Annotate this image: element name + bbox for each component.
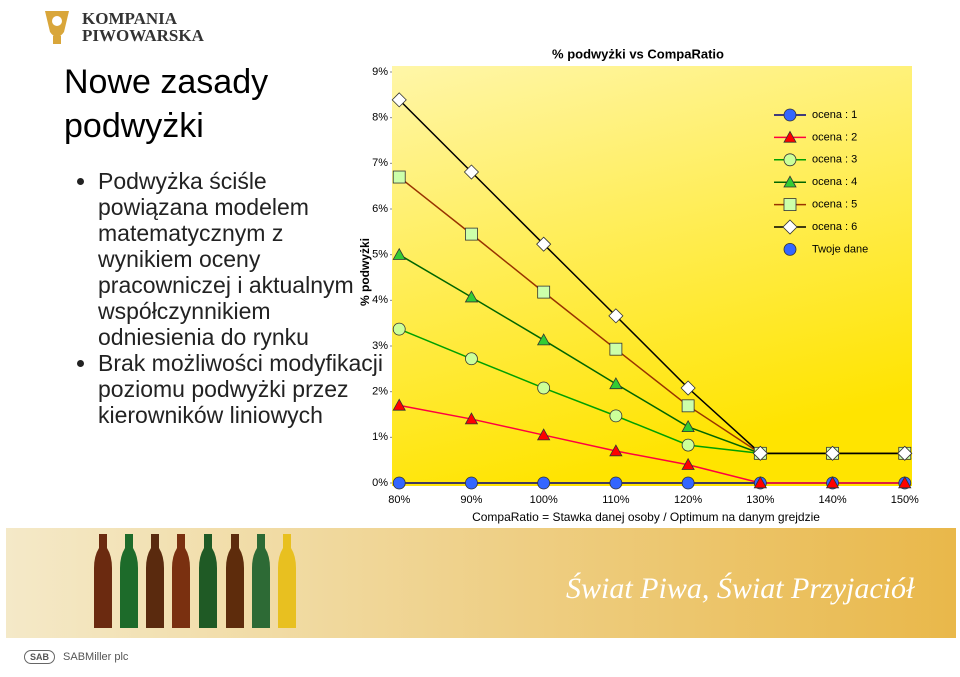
marker <box>783 198 797 212</box>
chart: % podwyżki vs CompaRatio % podwyżki Comp… <box>358 46 919 524</box>
marker <box>609 342 623 356</box>
y-tick-label: 1% <box>372 431 388 443</box>
marker <box>681 457 695 470</box>
x-tick-label: 110% <box>602 494 630 506</box>
marker <box>898 476 912 489</box>
marker <box>783 108 797 122</box>
bullet: Podwyżka ściśle powiązana modelem matema… <box>98 168 383 350</box>
marker <box>392 170 406 184</box>
marker <box>783 242 797 256</box>
legend-label: ocena : 2 <box>812 131 857 143</box>
y-tick-label: 3% <box>372 340 388 352</box>
x-tick-label: 120% <box>674 494 702 506</box>
marker <box>463 164 480 180</box>
x-tick-label: 130% <box>746 494 774 506</box>
marker <box>609 444 623 457</box>
marker <box>753 476 768 489</box>
marker <box>537 476 551 490</box>
plot-area <box>392 66 912 486</box>
marker <box>783 153 797 167</box>
marker <box>783 130 797 143</box>
marker <box>537 285 551 299</box>
marker <box>681 399 695 413</box>
marker <box>681 438 695 452</box>
marker <box>782 219 798 235</box>
marker <box>536 333 551 346</box>
legend-label: ocena : 4 <box>812 176 857 188</box>
beer-banner: Świat Piwa, Świat Przyjaciół <box>6 528 956 638</box>
bottles <box>94 534 296 628</box>
marker <box>680 380 696 396</box>
y-tick-label: 7% <box>372 157 388 169</box>
y-tick-label: 6% <box>372 203 388 215</box>
footer-badge: SAB <box>24 650 56 664</box>
marker <box>537 381 551 395</box>
x-tick-label: 90% <box>460 494 482 506</box>
marker <box>681 476 695 490</box>
marker <box>391 92 407 108</box>
x-tick-label: 140% <box>818 494 846 506</box>
y-tick-label: 9% <box>372 66 388 78</box>
marker <box>783 175 797 188</box>
x-tick-label: 80% <box>388 494 410 506</box>
marker <box>465 352 478 366</box>
marker <box>609 377 623 390</box>
y-tick-label: 4% <box>372 294 388 306</box>
marker <box>609 476 623 490</box>
y-axis-label: % podwyżki <box>358 238 372 306</box>
marker <box>392 398 406 411</box>
legend-label: ocena : 1 <box>812 109 857 121</box>
y-tick-label: 8% <box>372 112 388 124</box>
marker <box>681 420 695 433</box>
x-axis-label: CompaRatio = Stawka danej osoby / Optimu… <box>472 510 820 524</box>
legend-label: ocena : 6 <box>812 221 857 233</box>
legend-label: ocena : 3 <box>812 154 857 166</box>
marker <box>392 476 406 490</box>
marker <box>752 445 768 461</box>
slide-title: Nowe zasady podwyżki <box>64 63 269 145</box>
x-tick-label: 150% <box>891 494 919 506</box>
marker <box>392 247 406 260</box>
marker <box>536 236 552 252</box>
marker <box>465 227 478 241</box>
footer-text: SABMiller plc <box>63 651 129 663</box>
marker <box>824 445 841 461</box>
series-line <box>399 404 905 484</box>
series-line <box>398 99 905 455</box>
marker <box>465 476 478 490</box>
y-tick-label: 2% <box>372 386 388 398</box>
y-tick-label: 5% <box>372 249 388 261</box>
marker <box>464 412 479 425</box>
chart-title: % podwyżki vs CompaRatio <box>552 46 724 61</box>
footer: SAB SABMiller plc <box>24 650 128 664</box>
marker <box>825 476 840 489</box>
marker <box>608 308 624 324</box>
y-tick-label: 0% <box>372 477 388 489</box>
logo-text: PIWOWARSKA <box>82 26 204 45</box>
marker <box>536 428 551 441</box>
legend-label: ocena : 5 <box>812 199 857 211</box>
logo-text: KOMPANIA <box>82 9 178 28</box>
logo: KOMPANIA PIWOWARSKA <box>40 8 204 46</box>
logo-icon <box>45 11 69 44</box>
bullet-list: Podwyżka ściśle powiązana modelem matema… <box>60 168 383 428</box>
legend-label: Twoje dane <box>812 243 868 255</box>
marker <box>392 322 406 336</box>
marker <box>609 409 623 423</box>
x-tick-label: 100% <box>530 494 558 506</box>
bullet: Brak możliwości modyfikacji poziomu podw… <box>98 350 383 428</box>
marker <box>897 445 913 461</box>
marker <box>464 290 479 303</box>
slogan: Świat Piwa, Świat Przyjaciół <box>566 572 915 605</box>
